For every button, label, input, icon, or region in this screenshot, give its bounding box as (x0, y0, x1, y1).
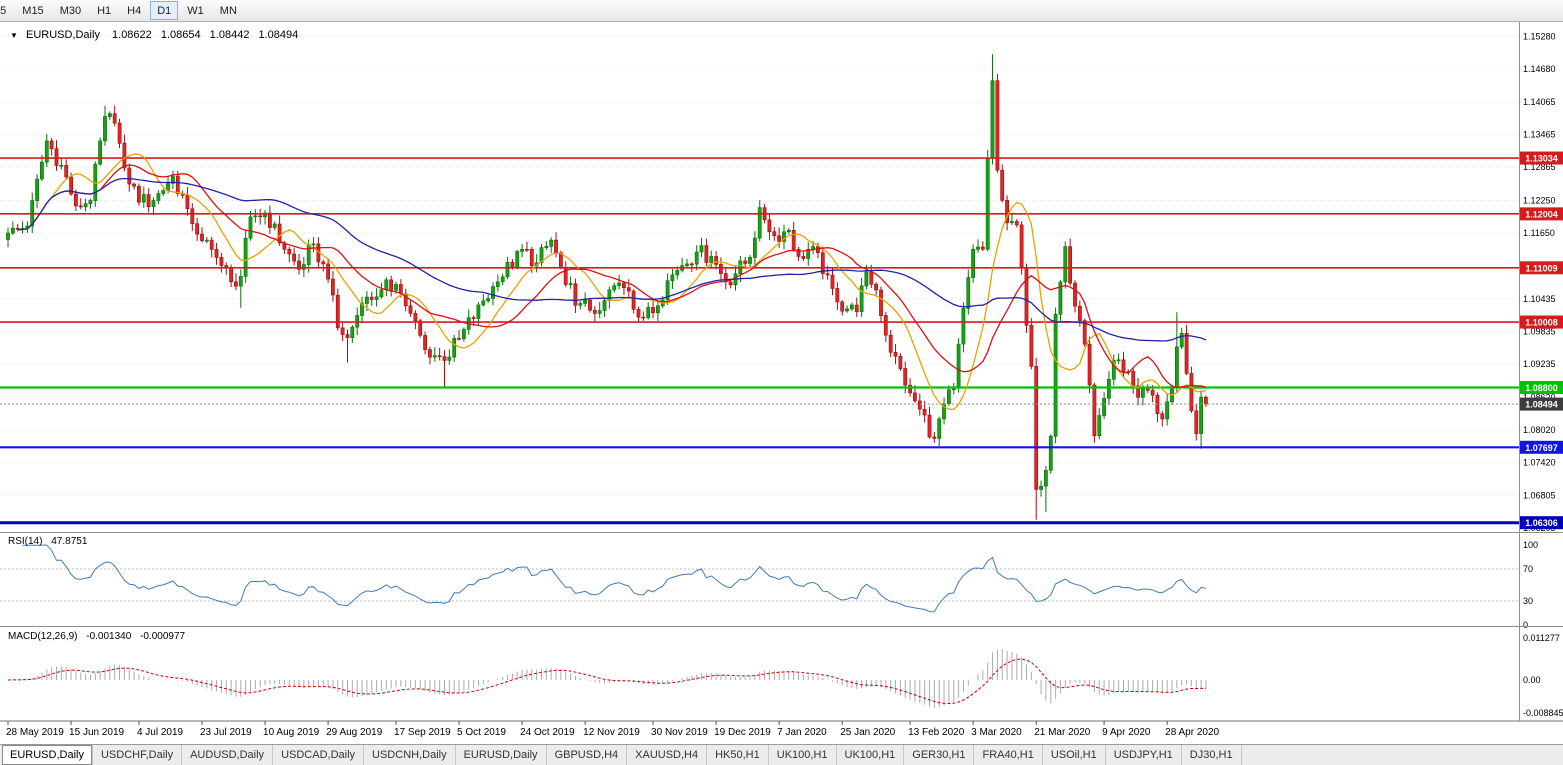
svg-text:1.09835: 1.09835 (1523, 326, 1556, 336)
ohlc-close: 1.08494 (259, 29, 299, 41)
tab-usdcad-daily[interactable]: USDCAD,Daily (273, 745, 365, 765)
svg-text:17 Sep 2019: 17 Sep 2019 (394, 727, 451, 738)
macd-name: MACD(12,26,9) (8, 631, 77, 642)
svg-text:1.06805: 1.06805 (1523, 491, 1556, 501)
tab-fra40-h1[interactable]: FRA40,H1 (974, 745, 1043, 765)
svg-text:0.011277: 0.011277 (1523, 633, 1560, 643)
svg-text:1.15280: 1.15280 (1523, 31, 1556, 41)
svg-text:7 Jan 2020: 7 Jan 2020 (777, 727, 827, 738)
svg-text:1.12004: 1.12004 (1525, 209, 1558, 219)
svg-text:30 Nov 2019: 30 Nov 2019 (651, 727, 708, 738)
chart-window: 100 70 30 0 0.011277 0.00 -0.008845 1.15280 1.14… (0, 22, 1563, 744)
svg-text:1.07697: 1.07697 (1525, 443, 1558, 453)
ohlc-low: 1.08442 (210, 29, 250, 41)
svg-text:24 Oct 2019: 24 Oct 2019 (520, 727, 575, 738)
svg-text:21 Mar 2020: 21 Mar 2020 (1034, 727, 1091, 738)
svg-text:1.11650: 1.11650 (1523, 228, 1555, 238)
tab-eurusd-daily[interactable]: EURUSD,Daily (2, 745, 93, 765)
macd-label: MACD(12,26,9) -0.001340 -0.000977 (8, 631, 186, 642)
svg-text:30: 30 (1523, 596, 1533, 606)
tab-usdjpy-h1[interactable]: USDJPY,H1 (1106, 745, 1182, 765)
svg-text:1.09235: 1.09235 (1523, 359, 1556, 369)
tab-eurusd-daily[interactable]: EURUSD,Daily (456, 745, 547, 765)
svg-text:1.08020: 1.08020 (1523, 425, 1556, 435)
tab-dj30-h1[interactable]: DJ30,H1 (1182, 745, 1242, 765)
tab-usdcnh-daily[interactable]: USDCNH,Daily (364, 745, 456, 765)
svg-text:0.00: 0.00 (1523, 675, 1541, 685)
macd-panel: 0.011277 0.00 -0.008845 (7, 633, 1563, 718)
svg-text:4 Jul 2019: 4 Jul 2019 (137, 727, 184, 738)
svg-text:25 Jan 2020: 25 Jan 2020 (840, 727, 895, 738)
svg-text:1.11009: 1.11009 (1525, 263, 1557, 273)
svg-text:70: 70 (1523, 564, 1533, 574)
support-resistance-lines[interactable] (0, 157, 1519, 525)
svg-text:12 Nov 2019: 12 Nov 2019 (583, 727, 640, 738)
timeframe-d1[interactable]: D1 (150, 1, 179, 20)
svg-text:-0.008845: -0.008845 (1523, 708, 1563, 718)
svg-text:1.14065: 1.14065 (1523, 97, 1556, 107)
moving-averages (17, 153, 1207, 411)
tab-ger30-h1[interactable]: GER30,H1 (904, 745, 975, 765)
tab-gbpusd-h4[interactable]: GBPUSD,H4 (547, 745, 628, 765)
svg-text:1.13465: 1.13465 (1523, 130, 1556, 140)
svg-text:13 Feb 2020: 13 Feb 2020 (908, 727, 965, 738)
rsi-value: 47.8751 (51, 536, 88, 547)
svg-text:15 Jun 2019: 15 Jun 2019 (69, 727, 124, 738)
svg-text:10 Aug 2019: 10 Aug 2019 (263, 727, 320, 738)
tab-hk50-h1[interactable]: HK50,H1 (707, 745, 769, 765)
price-axis[interactable]: 1.15280 1.14680 1.14065 1.13465 1.12865 1.122… (1520, 31, 1563, 533)
rsi-name: RSI(14) (8, 536, 42, 547)
window-expand-icon[interactable]: ▼ (10, 31, 18, 40)
timeframe-toolbar: M5M15M30H1H4D1W1MN (0, 0, 1563, 22)
svg-text:1.14680: 1.14680 (1523, 64, 1556, 74)
svg-text:29 Aug 2019: 29 Aug 2019 (326, 727, 383, 738)
tab-uk100-h1[interactable]: UK100,H1 (769, 745, 837, 765)
svg-text:1.10435: 1.10435 (1523, 294, 1556, 304)
chart-tabs: EURUSD,Daily USDCHF,Daily AUDUSD,Daily USDC… (0, 744, 1563, 765)
svg-text:1.12865: 1.12865 (1523, 162, 1556, 172)
tab-usdchf-daily[interactable]: USDCHF,Daily (93, 745, 183, 765)
svg-text:3 Mar 2020: 3 Mar 2020 (971, 727, 1022, 738)
rsi-panel: 100 70 30 0 (0, 540, 1538, 630)
svg-text:5 Oct 2019: 5 Oct 2019 (457, 727, 506, 738)
svg-text:1.08800: 1.08800 (1525, 383, 1558, 393)
timeframe-w1[interactable]: W1 (180, 1, 211, 20)
svg-text:1.06306: 1.06306 (1525, 518, 1558, 528)
svg-text:1.07420: 1.07420 (1523, 457, 1556, 467)
timeframe-h4[interactable]: H4 (120, 1, 148, 20)
timeframe-mn[interactable]: MN (213, 1, 244, 20)
grid-layer (0, 35, 1519, 529)
tab-uk100-h1[interactable]: UK100,H1 (837, 745, 905, 765)
svg-text:19 Dec 2019: 19 Dec 2019 (714, 727, 771, 738)
tab-usoil-h1[interactable]: USOil,H1 (1043, 745, 1106, 765)
svg-text:28 May 2019: 28 May 2019 (6, 727, 64, 738)
svg-text:1.13034: 1.13034 (1525, 154, 1558, 164)
svg-text:1.08620: 1.08620 (1523, 392, 1556, 402)
tab-audusd-daily[interactable]: AUDUSD,Daily (182, 745, 274, 765)
ohlc-high: 1.08654 (161, 29, 201, 41)
svg-text:23 Jul 2019: 23 Jul 2019 (200, 727, 252, 738)
date-axis[interactable]: 28 May 2019 15 Jun 2019 4 Jul 2019 23 Jul 2… (6, 721, 1220, 738)
svg-text:9 Apr 2020: 9 Apr 2020 (1102, 727, 1151, 738)
macd-main-value: -0.001340 (86, 631, 131, 642)
svg-text:100: 100 (1523, 540, 1538, 550)
timeframe-h1[interactable]: H1 (90, 1, 118, 20)
chart-symbol-label: EURUSD,Daily (26, 29, 100, 41)
chart-info-line: ▼ EURUSD,Daily 1.08622 1.08654 1.08442 1… (10, 29, 298, 41)
svg-text:0: 0 (1523, 620, 1528, 630)
chart-canvas[interactable]: 100 70 30 0 0.011277 0.00 -0.008845 1.15280 1.14… (0, 22, 1563, 744)
tab-xauusd-h4[interactable]: XAUUSD,H4 (627, 745, 708, 765)
timeframe-m15[interactable]: M15 (15, 1, 50, 20)
svg-text:1.10008: 1.10008 (1525, 318, 1558, 328)
timeframe-m5[interactable]: M5 (0, 1, 13, 20)
svg-text:1.08494: 1.08494 (1525, 400, 1558, 410)
macd-signal-value: -0.000977 (140, 631, 185, 642)
panel-separators (0, 22, 1563, 722)
candlesticks (6, 54, 1208, 520)
svg-text:1.12250: 1.12250 (1523, 196, 1556, 206)
timeframe-m30[interactable]: M30 (53, 1, 88, 20)
ohlc-open: 1.08622 (112, 29, 152, 41)
svg-text:28 Apr 2020: 28 Apr 2020 (1165, 727, 1219, 738)
rsi-label: RSI(14) 47.8751 (8, 536, 88, 547)
